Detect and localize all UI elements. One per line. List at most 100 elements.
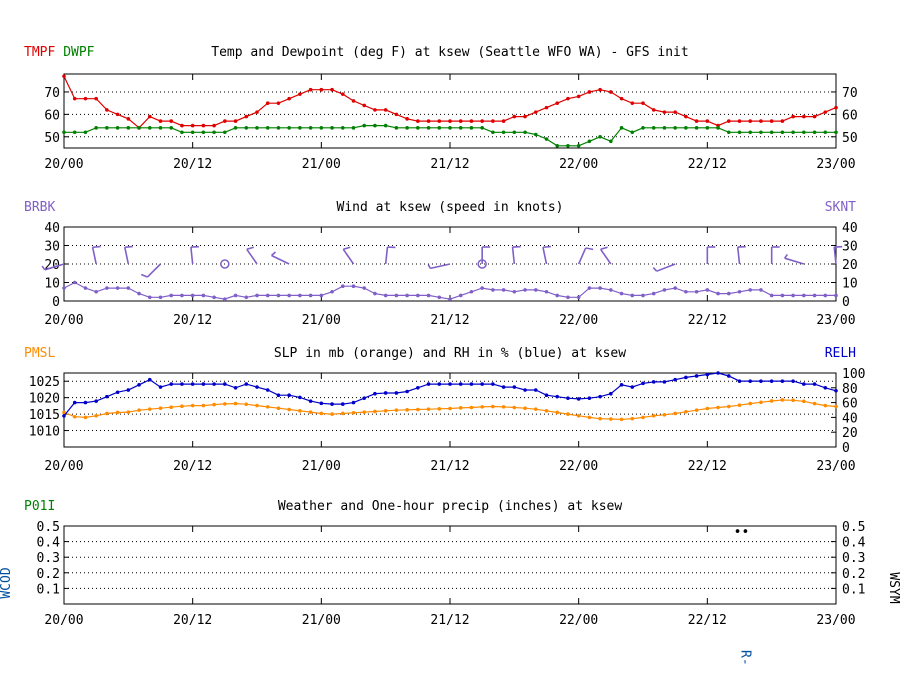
precip-title: Weather and One-hour precip (inches) at … — [278, 499, 623, 514]
temp-point-dwpf — [265, 126, 270, 130]
temp-point-dwpf — [169, 126, 174, 130]
slp-ytick-right-label: 0 — [842, 441, 850, 456]
slp-point-pmsl — [641, 415, 645, 420]
wind-point-sknt — [394, 293, 399, 298]
wind-barb-flag — [124, 245, 133, 249]
wind-barb — [246, 248, 258, 265]
wind-point-sknt — [126, 286, 131, 290]
temp-point-tmpf — [684, 114, 688, 119]
temp-xtick-label: 22/00 — [559, 157, 598, 172]
temp-point-dwpf — [512, 130, 517, 135]
slp-point-relh — [212, 382, 216, 386]
temp-ytick-right-label: 50 — [842, 131, 858, 146]
slp-point-relh — [673, 377, 677, 382]
slp-point-relh — [469, 382, 474, 386]
wind-point-sknt — [147, 295, 152, 300]
slp-point-relh — [373, 391, 377, 396]
temp-point-dwpf — [748, 130, 753, 135]
slp-point-pmsl — [834, 404, 838, 409]
wind-barb-flag — [92, 245, 101, 249]
slp-point-relh — [694, 374, 699, 378]
slp-point-pmsl — [330, 412, 334, 416]
temp-point-dwpf — [330, 126, 334, 130]
wind-point-sknt — [737, 289, 742, 294]
slp-point-pmsl — [684, 410, 688, 414]
temp-point-dwpf — [223, 130, 227, 135]
slp-point-relh — [147, 377, 152, 382]
temp-point-tmpf — [276, 101, 281, 105]
temp-point-tmpf — [619, 96, 624, 101]
wind-point-sknt — [212, 295, 216, 300]
temp-point-dwpf — [158, 126, 163, 130]
temp-point-dwpf — [373, 123, 377, 128]
wind-point-sknt — [405, 293, 409, 298]
slp-point-relh — [137, 383, 141, 387]
temp-point-dwpf — [823, 130, 828, 135]
wind-barb — [146, 263, 162, 278]
temp-xtick-label: 22/12 — [688, 157, 727, 172]
slp-point-pmsl — [137, 408, 141, 412]
slp-point-pmsl — [169, 405, 174, 410]
wind-point-sknt — [319, 293, 324, 298]
precip-xtick-label: 23/00 — [816, 613, 855, 628]
wind-point-sknt — [265, 293, 270, 298]
slp-point-relh — [726, 374, 731, 378]
slp-point-pmsl — [180, 404, 184, 409]
precip-ytick-right-label: 0.1 — [842, 582, 865, 597]
slp-point-pmsl — [566, 412, 570, 416]
slp-point-relh — [802, 382, 806, 386]
wind-point-sknt — [834, 293, 838, 298]
temp-point-tmpf — [791, 114, 795, 119]
temp-point-dwpf — [791, 130, 795, 135]
slp-point-pmsl — [662, 412, 667, 417]
wind-point-sknt — [351, 284, 356, 289]
slp-point-relh — [480, 382, 484, 386]
temp-point-dwpf — [651, 126, 656, 130]
temp-point-tmpf — [598, 87, 602, 92]
slp-point-relh — [276, 393, 281, 398]
wind-xtick-label: 21/00 — [302, 313, 341, 328]
wind-barb — [542, 247, 548, 265]
wind-point-sknt — [812, 293, 817, 298]
slp-point-relh — [769, 379, 774, 383]
temp-point-tmpf — [566, 96, 570, 101]
slp-point-relh — [298, 395, 302, 400]
temp-point-tmpf — [609, 90, 613, 94]
slp-point-relh — [566, 396, 570, 400]
wind-barb — [271, 254, 290, 265]
slp-point-pmsl — [83, 415, 88, 420]
slp-point-relh — [233, 386, 238, 390]
wind-ytick-right-label: 10 — [842, 277, 858, 292]
temp-point-tmpf — [416, 119, 420, 123]
temp-point-tmpf — [705, 119, 710, 123]
slp-point-pmsl — [748, 401, 753, 406]
temp-point-dwpf — [437, 126, 442, 130]
wind-point-sknt — [748, 288, 753, 292]
slp-point-pmsl — [190, 403, 195, 408]
slp-point-pmsl — [298, 409, 302, 413]
temp-point-tmpf — [651, 108, 656, 112]
temp-point-dwpf — [458, 126, 463, 130]
slp-xtick-label: 20/12 — [173, 459, 212, 474]
temp-point-dwpf — [469, 126, 474, 130]
wind-ytick-right-label: 30 — [842, 240, 858, 255]
temp-point-tmpf — [351, 99, 356, 103]
precip-ytick-right-label: 0.4 — [842, 536, 866, 551]
temp-point-tmpf — [190, 123, 195, 128]
wind-point-sknt — [373, 291, 377, 296]
wind-point-sknt — [72, 280, 77, 285]
slp-point-relh — [448, 382, 452, 386]
wind-point-sknt — [533, 288, 538, 292]
temp-point-dwpf — [416, 126, 420, 130]
temp-xtick-label: 21/12 — [430, 157, 469, 172]
slp-point-relh — [598, 394, 602, 399]
slp-point-pmsl — [373, 409, 377, 414]
precip-xtick-label: 21/12 — [430, 613, 469, 628]
temp-point-dwpf — [115, 126, 120, 130]
slp-point-pmsl — [426, 407, 431, 411]
temp-point-dwpf — [351, 126, 356, 130]
slp-point-pmsl — [726, 404, 731, 409]
slp-point-pmsl — [244, 402, 249, 407]
temp-point-dwpf — [716, 126, 720, 130]
slp-point-pmsl — [609, 417, 613, 421]
